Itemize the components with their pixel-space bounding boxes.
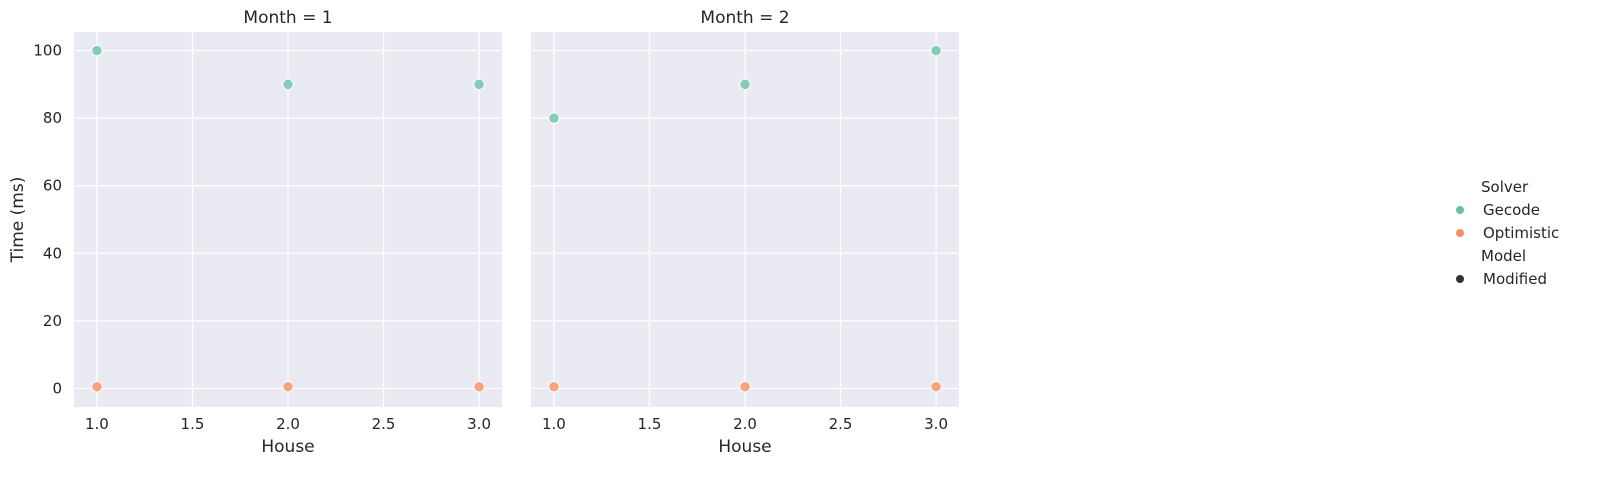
y-axis-label: Time (ms) bbox=[8, 177, 28, 264]
data-point-optimistic bbox=[548, 381, 560, 393]
legend-label-optimistic: Optimistic bbox=[1483, 224, 1559, 242]
data-point-gecode bbox=[282, 78, 294, 91]
y-tick-label: 0 bbox=[52, 379, 62, 397]
x-tick-label: 3.0 bbox=[467, 415, 491, 433]
data-point-optimistic bbox=[739, 381, 751, 393]
x-tick-label: 1.0 bbox=[85, 415, 109, 433]
x-tick-label: 2.0 bbox=[733, 415, 757, 433]
data-point-gecode bbox=[930, 44, 942, 57]
data-point-optimistic bbox=[282, 381, 294, 393]
x-tick-label: 1.0 bbox=[542, 415, 566, 433]
x-tick-label: 1.5 bbox=[638, 415, 662, 433]
legend-marker-gecode bbox=[1456, 206, 1464, 214]
data-point-gecode bbox=[473, 78, 485, 91]
legend-title-model: Model bbox=[1481, 247, 1526, 265]
panel-title: Month = 2 bbox=[700, 8, 789, 28]
legend-title-solver: Solver bbox=[1481, 178, 1529, 196]
x-tick-label: 3.0 bbox=[924, 415, 948, 433]
y-tick-label: 80 bbox=[43, 109, 62, 127]
x-tick-label: 2.0 bbox=[276, 415, 300, 433]
y-tick-label: 40 bbox=[43, 244, 62, 262]
legend-label-gecode: Gecode bbox=[1483, 201, 1540, 219]
legend-marker-optimistic bbox=[1456, 229, 1464, 237]
data-point-gecode bbox=[739, 78, 751, 91]
legend-label-modified: Modified bbox=[1483, 270, 1547, 288]
y-tick-label: 100 bbox=[33, 42, 62, 60]
x-axis-label: House bbox=[261, 437, 314, 457]
data-point-optimistic bbox=[91, 381, 103, 393]
y-tick-label: 20 bbox=[43, 312, 62, 330]
data-point-optimistic bbox=[473, 381, 485, 393]
legend-marker-modified bbox=[1456, 275, 1464, 283]
x-tick-label: 2.5 bbox=[829, 415, 853, 433]
x-tick-label: 2.5 bbox=[372, 415, 396, 433]
x-axis-label: House bbox=[718, 437, 771, 457]
panel-title: Month = 1 bbox=[243, 8, 332, 28]
x-tick-label: 1.5 bbox=[181, 415, 205, 433]
data-point-gecode bbox=[91, 44, 103, 57]
y-tick-label: 60 bbox=[43, 177, 62, 195]
data-point-optimistic bbox=[930, 381, 942, 393]
data-point-gecode bbox=[548, 112, 560, 124]
